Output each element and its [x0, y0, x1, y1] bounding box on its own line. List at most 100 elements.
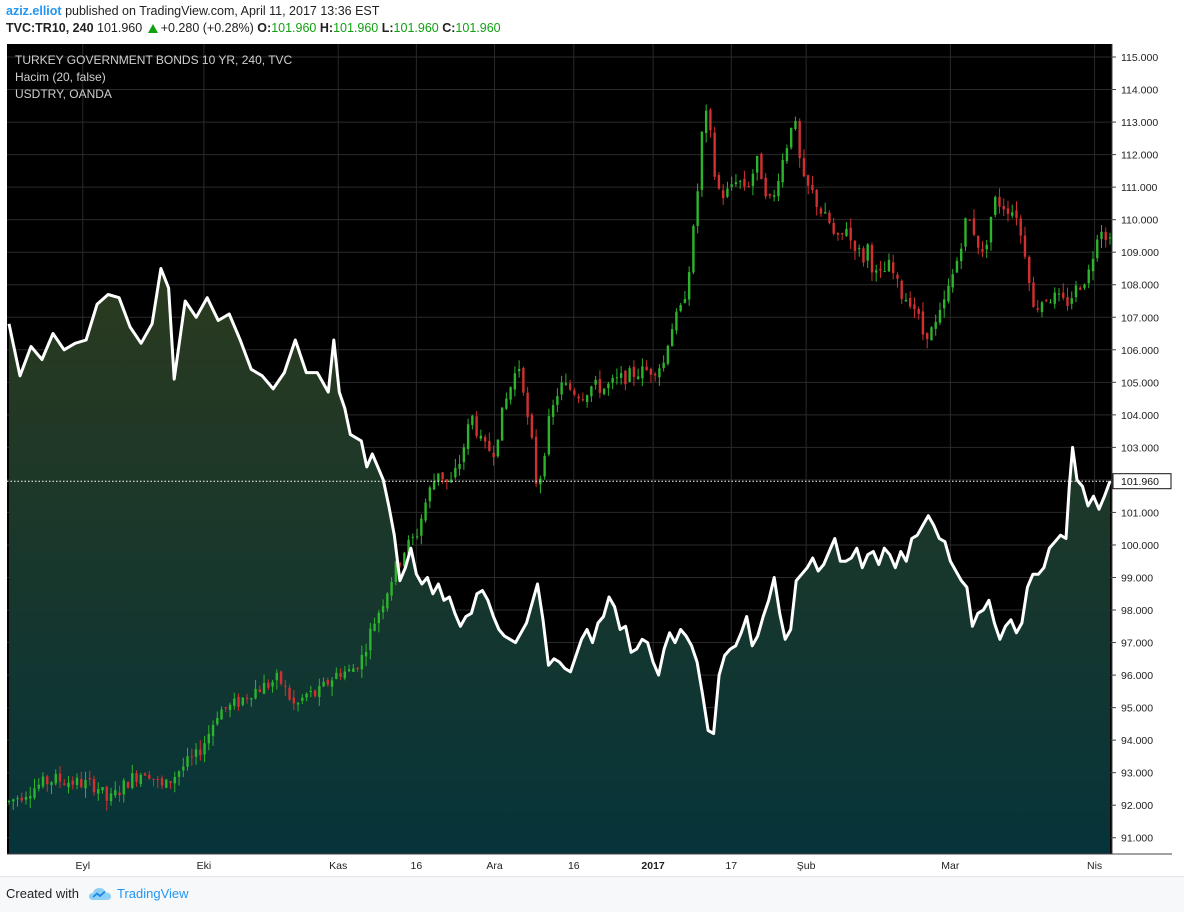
- current-price-tag: 101.960: [1112, 473, 1172, 490]
- candle-body: [58, 773, 62, 782]
- candle-body: [390, 581, 393, 596]
- candle-body: [258, 689, 262, 693]
- candle-body: [211, 724, 215, 737]
- last-price: 101.960: [97, 21, 143, 35]
- candle-body: [398, 563, 402, 565]
- author-link[interactable]: aziz.elliot: [6, 4, 62, 18]
- candle-body: [190, 756, 193, 758]
- candle-body: [54, 773, 57, 784]
- candle-body: [275, 672, 279, 681]
- candle-body: [24, 796, 28, 800]
- candle-body: [356, 667, 359, 670]
- candle-body: [505, 398, 508, 409]
- bond-candles: [7, 104, 1112, 811]
- candle-body: [271, 682, 274, 687]
- candle-body: [658, 368, 661, 378]
- candle-body: [114, 790, 117, 796]
- candle-body: [71, 780, 74, 785]
- candle-body: [883, 271, 886, 273]
- candle-body: [879, 268, 882, 271]
- candle-body: [1002, 205, 1005, 210]
- candle-body: [139, 774, 142, 785]
- candle-body: [666, 345, 670, 364]
- candle-body: [284, 685, 287, 687]
- candle-body: [296, 703, 300, 705]
- candle-body: [318, 686, 321, 697]
- candle-body: [904, 299, 908, 302]
- candle-body: [994, 196, 997, 215]
- candle-body: [1032, 282, 1035, 308]
- candle-body: [1087, 269, 1090, 284]
- price-tick-label: 92.000: [1121, 800, 1153, 812]
- candle-body: [377, 612, 381, 624]
- candle-body: [369, 628, 372, 651]
- candle-body: [97, 789, 100, 794]
- candle-body: [228, 704, 232, 710]
- candle-body: [789, 127, 793, 148]
- candle-body: [135, 773, 138, 782]
- price-tick-label: 99.000: [1121, 572, 1153, 584]
- tradingview-brand[interactable]: TradingView: [117, 886, 189, 901]
- candle-body: [1011, 212, 1014, 216]
- open-value: 101.960: [271, 21, 317, 35]
- price-tick-label: 110.000: [1121, 215, 1158, 227]
- candle-body: [611, 377, 614, 383]
- candle-body: [951, 274, 954, 288]
- candle-body: [564, 383, 568, 385]
- price-chart[interactable]: 91.000 92.000 93.000 94.000 95.000 96.000 97.0…: [0, 0, 1184, 876]
- candle-body: [126, 781, 130, 789]
- candle-body: [88, 777, 91, 780]
- candle-body: [84, 780, 87, 789]
- candle-body: [734, 182, 738, 185]
- candle-body: [921, 311, 925, 335]
- candle-body: [845, 228, 848, 236]
- candle-body: [1028, 256, 1031, 283]
- candle-body: [466, 424, 470, 450]
- candle-body: [947, 285, 950, 302]
- candle-body: [590, 386, 593, 397]
- legend-overlay[interactable]: USDTRY, OANDA: [15, 87, 112, 101]
- candle-body: [726, 188, 729, 197]
- legend-volume[interactable]: Hacim (20, false): [15, 70, 106, 84]
- legend-main-series[interactable]: TURKEY GOVERNMENT BONDS 10 YR, 240, TVC: [15, 53, 293, 67]
- candle-body: [832, 222, 835, 234]
- candle-body: [645, 366, 648, 371]
- candle-body: [20, 797, 23, 801]
- tradingview-cloud-icon[interactable]: [88, 886, 112, 902]
- candle-body: [16, 798, 19, 800]
- current-price-label: 101.960: [1121, 476, 1159, 488]
- time-tick-label: Kas: [329, 860, 347, 872]
- candle-body: [632, 366, 636, 377]
- price-tick-label: 112.000: [1121, 150, 1158, 162]
- candle-body: [241, 697, 245, 705]
- candle-body: [1104, 231, 1107, 240]
- candle-body: [156, 779, 159, 781]
- candle-body: [543, 455, 546, 477]
- candle-body: [649, 368, 653, 375]
- time-tick-label: 16: [411, 860, 423, 872]
- price-tick-label: 100.000: [1121, 540, 1159, 552]
- candle-body: [313, 690, 317, 697]
- price-axis-background[interactable]: [1112, 44, 1172, 854]
- candle-body: [764, 177, 767, 197]
- candle-body: [917, 308, 920, 314]
- candle-body: [1053, 292, 1056, 304]
- candle-body: [288, 687, 291, 700]
- candle-body: [80, 778, 83, 788]
- candle-body: [216, 718, 219, 725]
- time-tick-label: Eyl: [75, 860, 90, 872]
- candle-body: [1015, 210, 1018, 218]
- time-axis-background[interactable]: [7, 854, 1172, 875]
- candle-body: [352, 668, 355, 672]
- candle-body: [636, 376, 640, 379]
- candle-body: [955, 260, 959, 273]
- candle-body: [551, 405, 555, 417]
- candle-body: [713, 132, 716, 177]
- candle-body: [449, 479, 453, 483]
- candle-body: [547, 416, 551, 455]
- candle-body: [7, 801, 11, 803]
- price-tick-label: 107.000: [1121, 312, 1159, 324]
- candle-body: [131, 773, 134, 788]
- candle-body: [143, 773, 147, 776]
- candle-body: [360, 654, 364, 670]
